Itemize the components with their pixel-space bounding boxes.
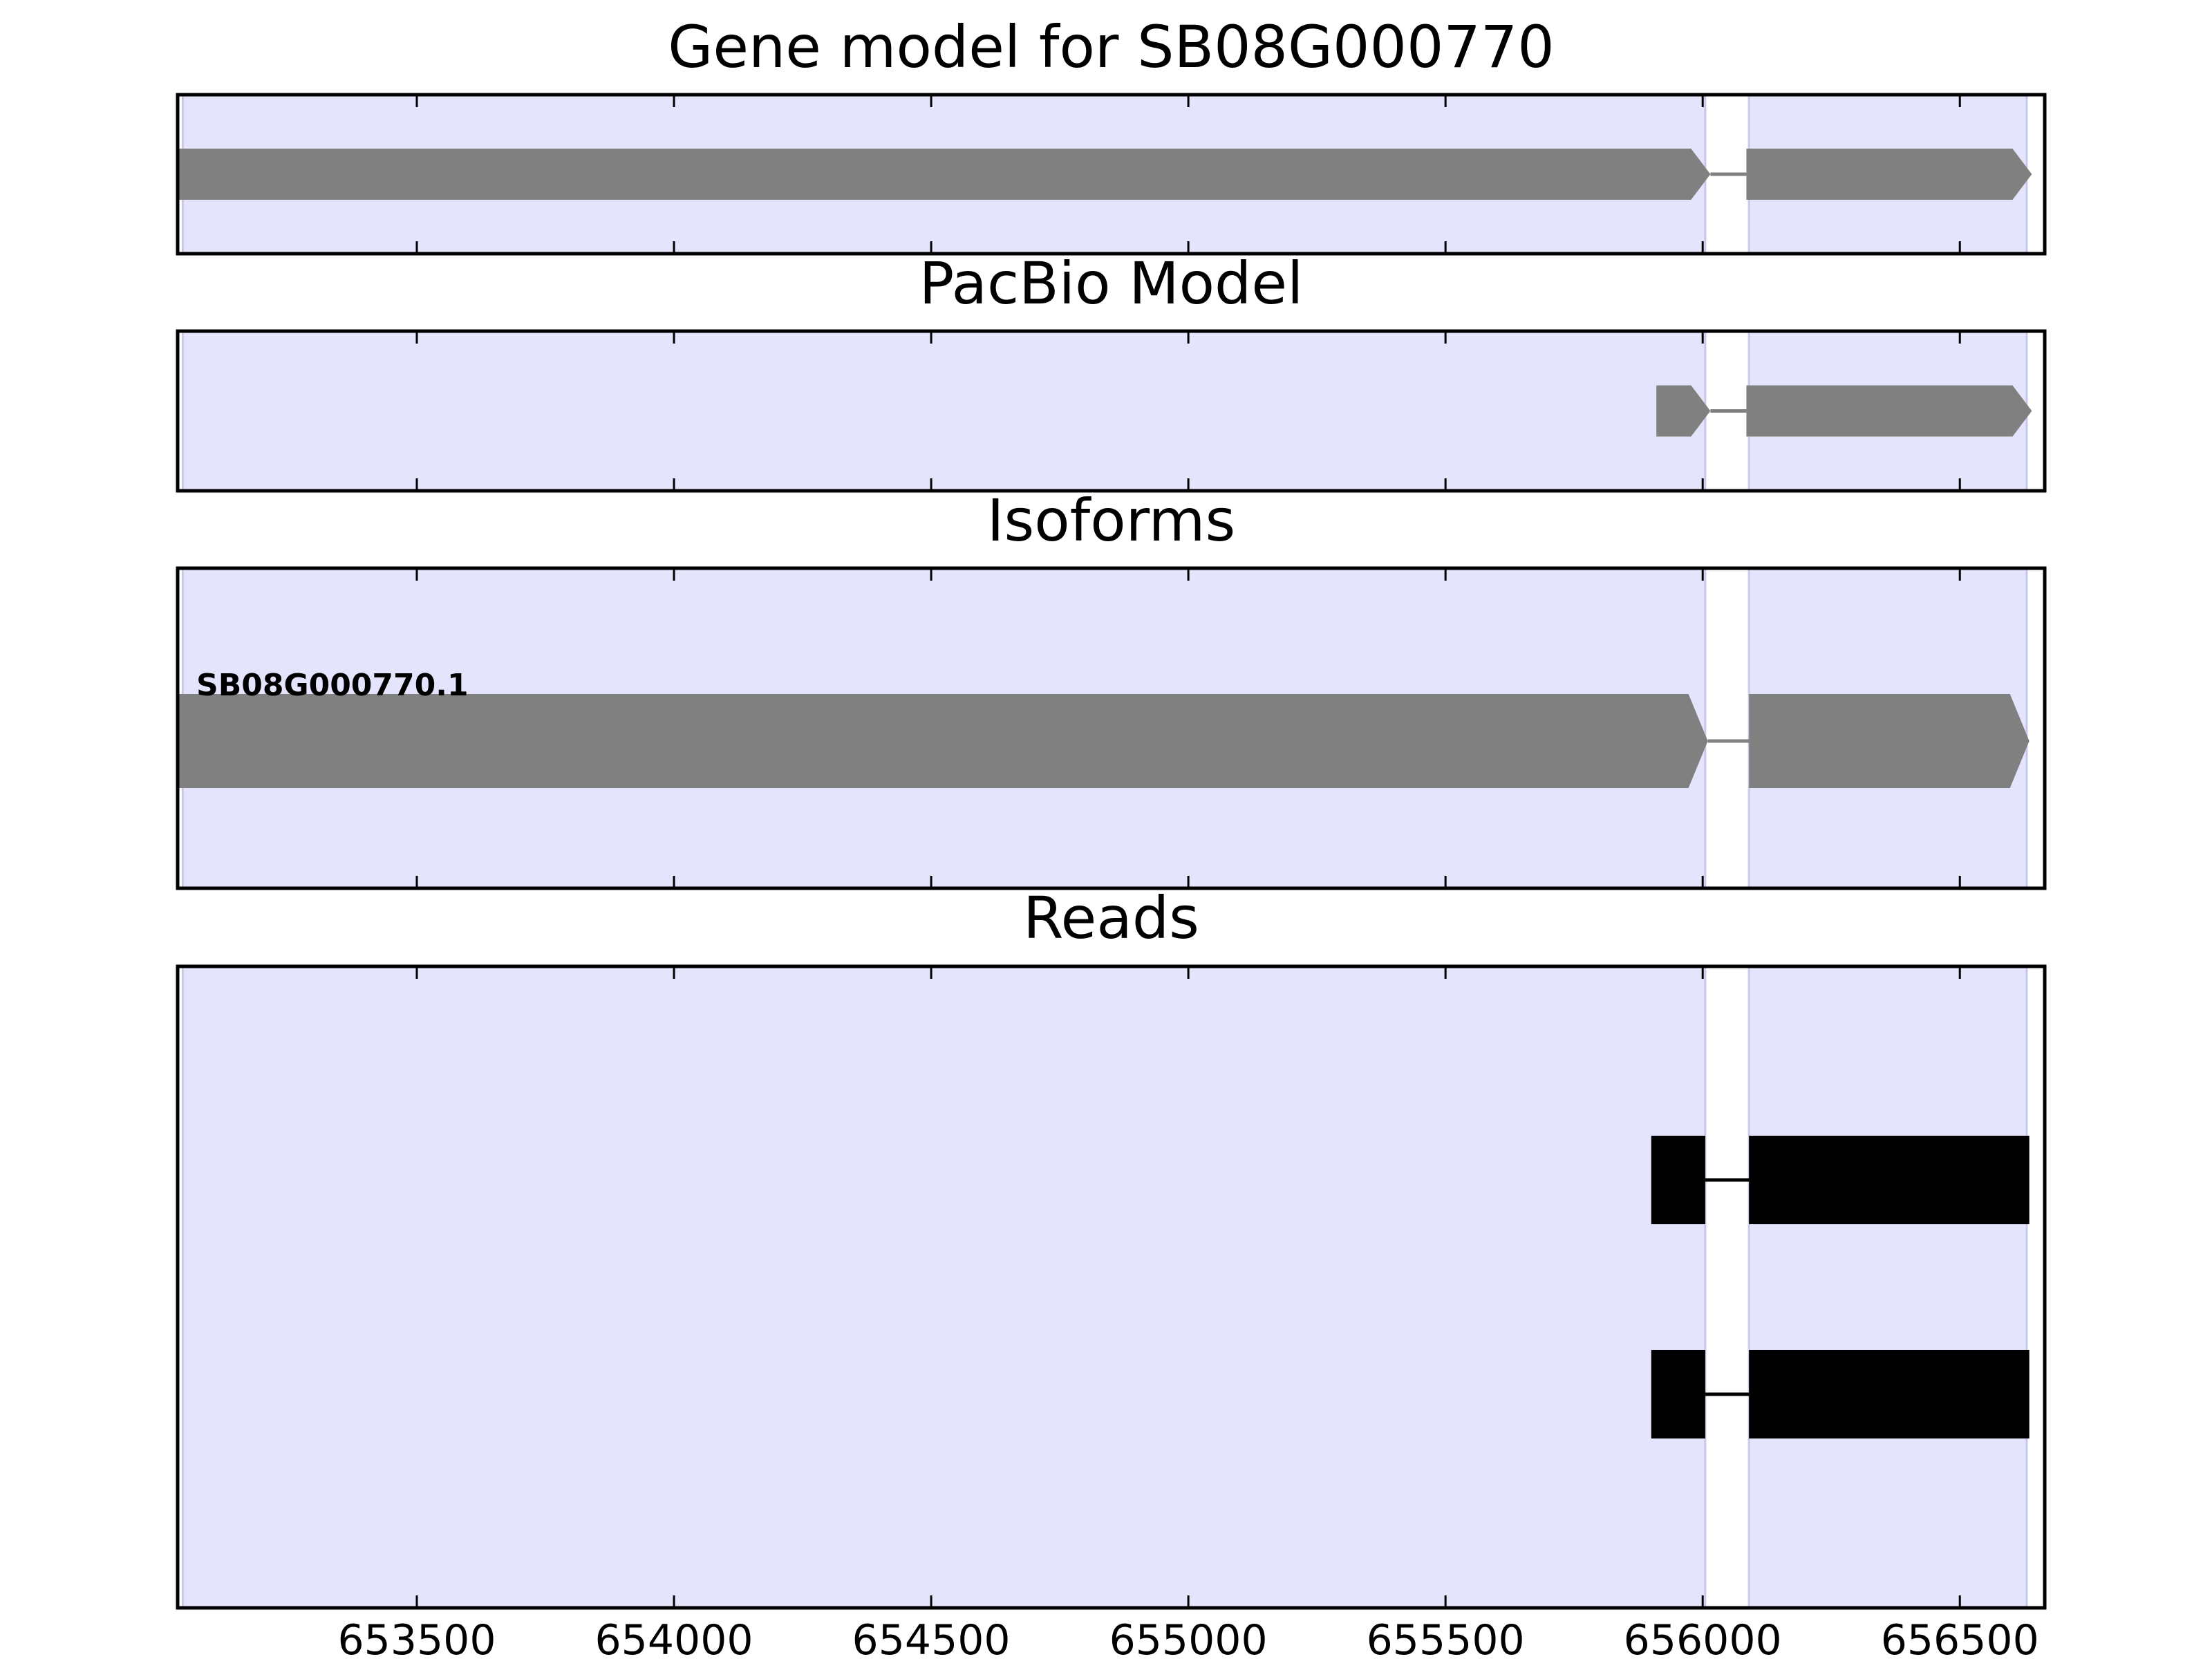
gene-model-exon-0 <box>178 149 1711 200</box>
isoform-exon-2 <box>1749 694 2030 789</box>
panels-layer: Gene model for SB08G000770 PacBio Model Is… <box>176 13 2047 1659</box>
gene-model-panel: Gene model for SB08G000770 <box>176 13 2047 256</box>
isoform-exon-0 <box>178 694 1708 789</box>
read-1-exon-0 <box>1651 1349 1705 1438</box>
pacbio-model-panel: PacBio Model <box>176 250 2047 493</box>
read-0-exon-0 <box>1651 1136 1705 1225</box>
read-1 <box>1651 1349 2030 1438</box>
gene-model-frame <box>176 93 2047 256</box>
pacbio-model-frame <box>176 329 2047 493</box>
reads-title: Reads <box>1023 884 1199 952</box>
read-0-exon-2 <box>1749 1136 2030 1225</box>
x-tick-label-5: 656000 <box>1624 1616 1782 1659</box>
x-tick-label-0: 653500 <box>337 1616 496 1659</box>
isoform-label: SB08G000770.1 <box>196 668 469 703</box>
pacbio-model-exon-2 <box>1746 385 2032 437</box>
isoforms-panel: Isoforms SB08G000770.1 <box>176 487 2047 890</box>
isoforms-frame <box>176 566 2047 890</box>
read-1-exon-2 <box>1749 1349 2030 1438</box>
reads-panel: Reads <box>176 884 2047 1610</box>
read-0 <box>1651 1136 2030 1225</box>
x-tick-label-1: 654000 <box>595 1616 753 1659</box>
reads-frame <box>176 964 2047 1610</box>
x-tick-label-2: 654500 <box>852 1616 1011 1659</box>
x-axis: 653500 654000 654500 655000 655500 656000 6565… <box>337 1616 2038 1659</box>
pacbio-model-exon-0 <box>1656 385 1711 437</box>
x-tick-label-6: 656500 <box>1881 1616 2039 1659</box>
gene-model-exon-2 <box>1746 149 2032 200</box>
reads-highlight-region-1 <box>1747 965 2028 1609</box>
pacbio-model-highlight-region-0 <box>181 330 1707 492</box>
isoforms-title: Isoforms <box>987 487 1236 554</box>
reads-highlight-region-0 <box>181 965 1707 1609</box>
x-tick-label-4: 655500 <box>1367 1616 1525 1659</box>
gene-model-title: Gene model for SB08G000770 <box>668 13 1554 81</box>
pacbio-model-title: PacBio Model <box>919 250 1304 317</box>
x-tick-label-3: 655000 <box>1109 1616 1268 1659</box>
